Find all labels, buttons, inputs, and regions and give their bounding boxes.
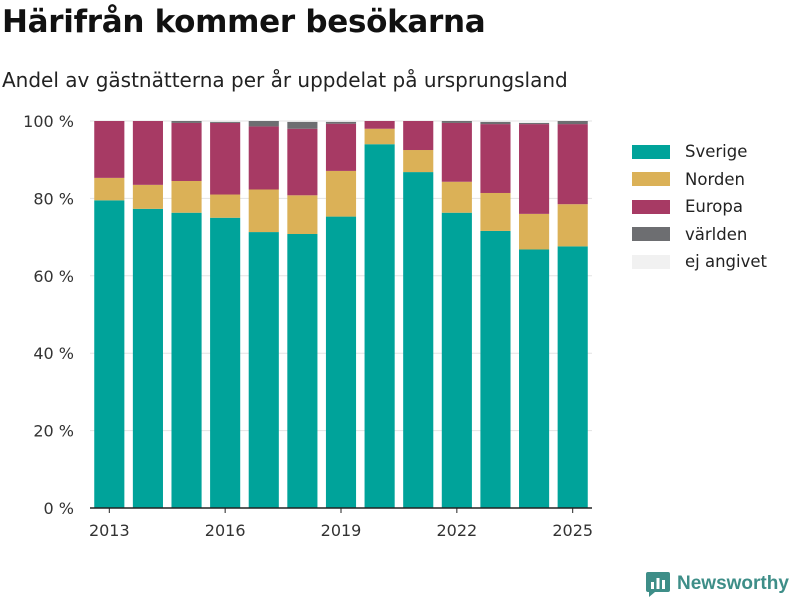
bar-segment [480,192,511,231]
bar-segment [248,189,279,233]
bar-segment [441,122,472,182]
legend-item: Europa [632,193,767,221]
bar-segment [248,121,279,127]
bar-segment [248,126,279,190]
bar-segment [210,194,241,218]
legend-item: världen [632,221,767,249]
bar-segment [364,144,395,508]
bar-segment [132,208,163,508]
chart-title: Härifrån kommer besökarna [2,4,486,40]
bar-segment [171,121,202,123]
legend-swatch [632,227,670,242]
bar-segment [441,212,472,508]
bar-segment [480,230,511,508]
bar-segment [519,124,550,214]
x-tick-label: 2022 [436,521,477,540]
x-tick-label: 2016 [205,521,246,540]
bar-segment [287,195,318,235]
legend-swatch [632,254,670,269]
legend-label: Sverige [685,142,748,162]
brand-name: Newsworthy [677,573,789,594]
bar-segment [94,121,125,178]
bar-segment [287,234,318,508]
y-tick-label: 0 % [44,499,74,518]
bar-segment [171,180,202,213]
legend-label: världen [685,224,748,244]
legend-label: Norden [685,169,746,189]
bar-segment [210,121,241,123]
bar-segment [287,128,318,196]
y-tick-label: 100 % [23,112,74,131]
bar-segment [519,249,550,508]
x-tick-label: 2013 [89,521,130,540]
legend-item: ej angivet [632,248,767,276]
bar-segment [403,121,434,151]
y-tick-label: 20 % [33,422,74,441]
legend-swatch [632,172,670,187]
y-tick-label: 40 % [33,344,74,363]
bar-segment [441,181,472,213]
bar-segment [325,170,357,217]
y-tick-label: 60 % [33,267,74,286]
legend-item: Norden [632,166,767,194]
legend-label: ej angivet [685,252,767,272]
legend-swatch [632,199,670,214]
bar-segment [480,121,511,122]
bar-segment [364,128,395,145]
legend-item: Sverige [632,138,767,166]
bar-segment [248,232,279,508]
bar-segment [519,122,550,125]
bar-segment [557,121,588,125]
bar-segment [519,121,550,123]
bar-segment [403,150,434,173]
bar-segment [441,121,472,123]
bar-segment [325,121,357,122]
chart-legend: Sverige Norden Europa världen ej angivet [632,138,767,276]
brand-logo: Newsworthy [645,570,789,598]
bar-segment [325,123,357,171]
x-tick-label: 2025 [552,521,593,540]
bar-segment [364,121,395,129]
bar-segment [480,121,511,125]
bar-segment [557,204,588,247]
bar-segment [287,121,318,129]
bar-segment [132,121,163,185]
bar-segment [325,216,357,509]
bar-segment [325,121,357,124]
bar-segment [480,124,511,193]
bar-segment [132,184,163,209]
legend-label: Europa [685,197,743,217]
bar-segment [171,212,202,508]
x-tick-label: 2019 [321,521,362,540]
newsworthy-logo-icon [646,572,670,597]
bar-segment [94,200,125,508]
y-tick-label: 80 % [33,189,74,208]
legend-swatch [632,144,670,159]
chart-subtitle: Andel av gästnätterna per år uppdelat på… [2,68,568,92]
bar-segment [210,122,241,195]
bar-segment [171,122,202,181]
bar-segment [210,217,241,508]
bar-segment [287,121,318,122]
bar-segment [557,124,588,205]
bar-segment [403,172,434,509]
bar-segment [210,121,241,122]
bar-segment [94,177,125,201]
bar-segment [557,246,588,508]
bar-segment [519,213,550,250]
